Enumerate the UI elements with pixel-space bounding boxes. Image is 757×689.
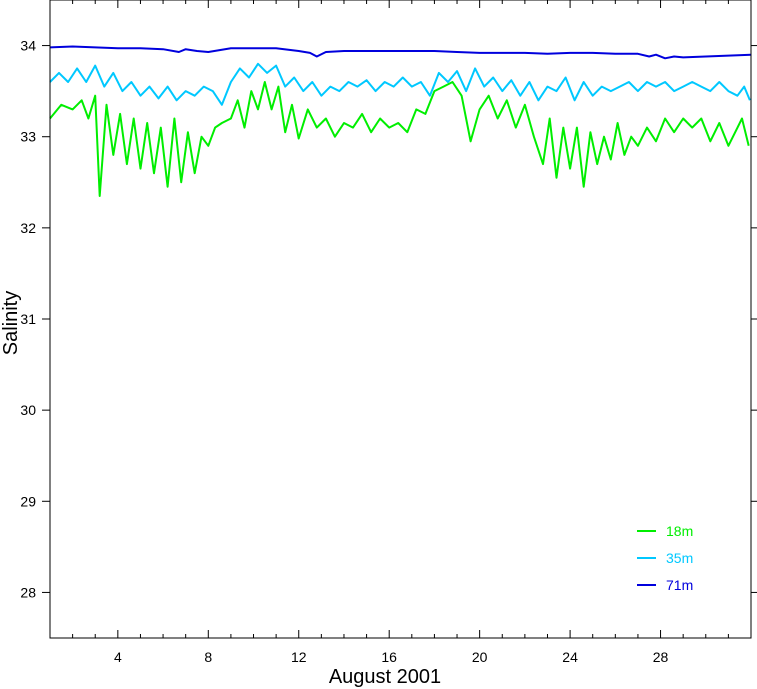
- legend-label-35m: 35m: [666, 550, 693, 566]
- x-tick-label: 12: [291, 649, 307, 665]
- x-tick-label: 24: [562, 649, 578, 665]
- x-tick-label: 8: [204, 649, 212, 665]
- y-tick-label: 33: [20, 129, 36, 145]
- legend-label-18m: 18m: [666, 523, 693, 539]
- ticks-layer: 4 8 12 16 20 24 28 28 29 30 31 32 33 34: [20, 0, 757, 665]
- x-tick-label: 20: [472, 649, 488, 665]
- y-tick-label: 30: [20, 402, 36, 418]
- y-tick-label: 32: [20, 220, 36, 236]
- series-line-35m: [49, 62, 751, 106]
- x-tick-label: 28: [653, 649, 669, 665]
- series-layer: [49, 45, 752, 197]
- y-tick-label: 28: [20, 584, 36, 600]
- series-line-71m: [49, 45, 752, 60]
- series-line-18m: [49, 81, 750, 197]
- y-tick-label: 29: [20, 493, 36, 509]
- y-axis-title: Salinity: [0, 291, 22, 355]
- x-tick-label: 16: [381, 649, 397, 665]
- x-axis-title: August 2001: [329, 666, 441, 688]
- legend: 18m 35m 71m: [637, 523, 693, 593]
- legend-label-71m: 71m: [666, 577, 693, 593]
- y-tick-label: 31: [20, 311, 36, 327]
- x-tick-label: 4: [114, 649, 122, 665]
- y-tick-label: 34: [20, 38, 36, 54]
